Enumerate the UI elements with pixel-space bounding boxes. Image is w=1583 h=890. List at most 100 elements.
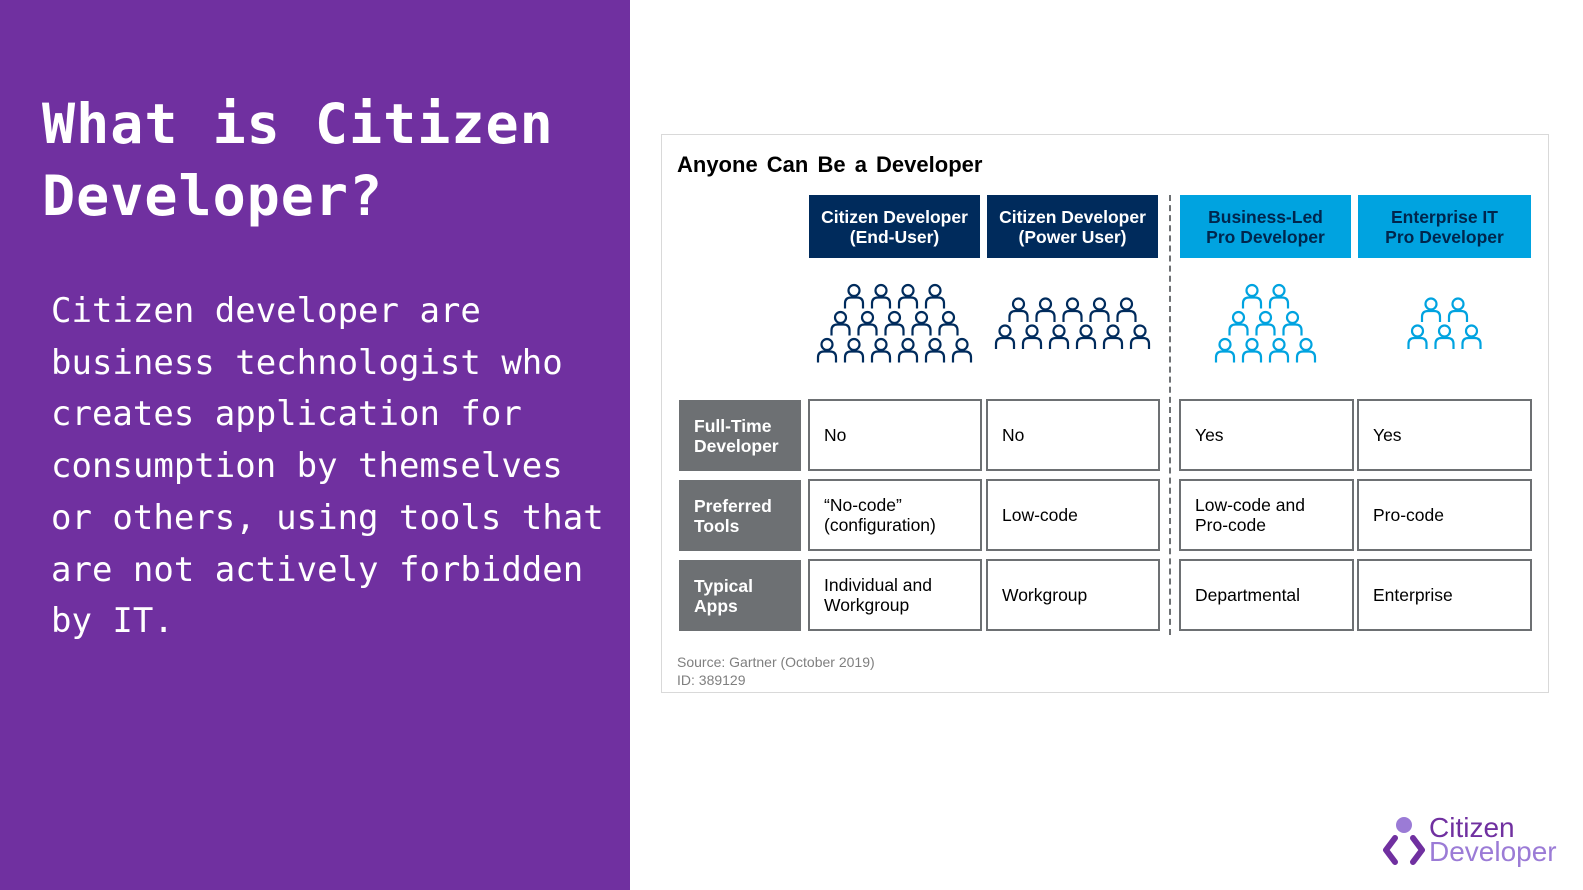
cell-text: “No-code” <box>824 495 902 515</box>
person-icon <box>1048 324 1070 349</box>
cell-text: No <box>824 425 847 445</box>
person-icon <box>843 283 865 309</box>
person-icon <box>1407 324 1428 349</box>
slide-body-text: Citizen developer are business technolog… <box>51 291 604 642</box>
person-icon <box>938 310 959 336</box>
citizen-developer-logo: Citizen Developer <box>1382 812 1562 874</box>
column-header-business-led: Business-Led Pro Developer <box>1180 195 1351 258</box>
people-group-end-user-icon <box>816 283 973 363</box>
person-icon <box>1021 324 1043 349</box>
cell-tools-power-user: Low-code <box>986 479 1160 551</box>
row-header-line: Preferred <box>694 495 772 516</box>
person-icon <box>1420 297 1442 322</box>
person-icon <box>830 310 851 336</box>
person-icon <box>951 337 973 363</box>
row-header-full-time: Full-Time Developer <box>679 400 801 471</box>
cell-text: Pro-code <box>1195 515 1267 535</box>
cell-text: Enterprise <box>1373 585 1453 605</box>
cell-tools-business-led: Low-code and Pro-code <box>1179 479 1354 551</box>
column-header-enterprise-it: Enterprise IT Pro Developer <box>1358 195 1531 258</box>
person-icon <box>1228 310 1249 336</box>
column-header-line: Citizen Developer <box>821 206 968 227</box>
source-citation: Source: Gartner (October 2019) <box>677 654 875 670</box>
cell-text: Workgroup <box>824 595 910 615</box>
cell-tools-enterprise-it: Pro-code <box>1357 479 1532 551</box>
person-icon <box>1089 297 1110 322</box>
person-icon <box>1241 283 1263 309</box>
person-icon <box>843 337 865 363</box>
person-icon <box>1255 310 1276 336</box>
cell-text: Workgroup <box>1002 585 1088 605</box>
cell-text: Departmental <box>1195 585 1301 605</box>
person-icon <box>1129 324 1151 349</box>
person-icon <box>1282 310 1303 336</box>
cell-apps-business-led: Departmental <box>1179 559 1354 631</box>
person-icon <box>924 283 946 309</box>
column-header-line: Pro Developer <box>1206 226 1325 247</box>
row-header-line: Typical <box>694 575 754 596</box>
column-header-line: (End-User) <box>849 226 940 247</box>
cell-text: Yes <box>1195 425 1224 445</box>
person-icon <box>1008 297 1029 322</box>
column-header-end-user: Citizen Developer (End-User) <box>809 195 980 258</box>
person-icon <box>897 283 919 309</box>
row-header-line: Apps <box>694 595 738 616</box>
cell-full-time-business-led: Yes <box>1179 399 1354 471</box>
cell-text: Individual and <box>824 575 932 595</box>
cell-text: Yes <box>1373 425 1402 445</box>
person-icon <box>911 310 932 336</box>
person-icon <box>816 337 838 363</box>
cell-text: Low-code and <box>1195 495 1305 515</box>
row-header-preferred-tools: Preferred Tools <box>679 480 801 551</box>
cell-text: Pro-code <box>1373 505 1445 525</box>
cell-full-time-enterprise-it: Yes <box>1357 399 1532 471</box>
person-icon <box>994 324 1016 349</box>
cell-full-time-end-user: No <box>808 399 982 471</box>
person-icon <box>1214 337 1236 363</box>
person-icon <box>1434 324 1455 349</box>
brand-name-developer: Developer <box>1429 836 1557 867</box>
person-icon <box>1241 337 1263 363</box>
source-id: ID: 389129 <box>677 672 746 688</box>
gartner-developer-figure: Anyone Can Be a Developer Citizen Develo… <box>661 134 1549 693</box>
column-header-line: Enterprise IT <box>1391 206 1498 227</box>
person-icon <box>884 310 905 336</box>
cell-tools-end-user: “No-code” (configuration) <box>808 479 982 551</box>
cell-apps-enterprise-it: Enterprise <box>1357 559 1532 631</box>
slide-title: What is Citizen Developer? <box>42 92 554 228</box>
cell-apps-power-user: Workgroup <box>986 559 1160 631</box>
figure-title: Anyone Can Be a Developer <box>677 152 983 177</box>
column-header-power-user: Citizen Developer (Power User) <box>987 195 1158 258</box>
cell-full-time-power-user: No <box>986 399 1160 471</box>
person-icon <box>924 337 946 363</box>
person-icon <box>1268 337 1290 363</box>
person-icon <box>857 310 878 336</box>
person-icon <box>870 337 892 363</box>
row-header-line: Full-Time <box>694 415 772 436</box>
brand-name-citizen: Citizen <box>1429 812 1515 843</box>
person-icon <box>897 337 919 363</box>
column-header-line: Business-Led <box>1208 206 1323 227</box>
cell-text: (configuration) <box>824 515 936 535</box>
person-icon <box>1295 337 1317 363</box>
citizen-pro-divider <box>1169 195 1171 635</box>
cell-text: Low-code <box>1002 505 1078 525</box>
figure-source: Source: Gartner (October 2019) ID: 38912… <box>677 653 875 689</box>
person-icon <box>1461 324 1482 349</box>
people-group-business-led-icon <box>1214 283 1317 363</box>
person-icon <box>1447 297 1469 322</box>
cell-text: No <box>1002 425 1025 445</box>
column-header-line: Citizen Developer <box>999 206 1146 227</box>
cell-apps-end-user: Individual and Workgroup <box>808 559 982 631</box>
person-icon <box>1116 297 1137 322</box>
row-header-typical-apps: Typical Apps <box>679 560 801 631</box>
row-header-line: Tools <box>694 515 740 536</box>
title-panel: What is Citizen Developer? Citizen devel… <box>0 0 630 890</box>
column-header-line: (Power User) <box>1018 226 1127 247</box>
person-icon <box>1062 297 1083 322</box>
person-icon <box>1268 283 1290 309</box>
person-icon <box>870 283 892 309</box>
person-icon <box>1102 324 1124 349</box>
person-icon <box>1035 297 1056 322</box>
column-header-line: Pro Developer <box>1385 226 1504 247</box>
